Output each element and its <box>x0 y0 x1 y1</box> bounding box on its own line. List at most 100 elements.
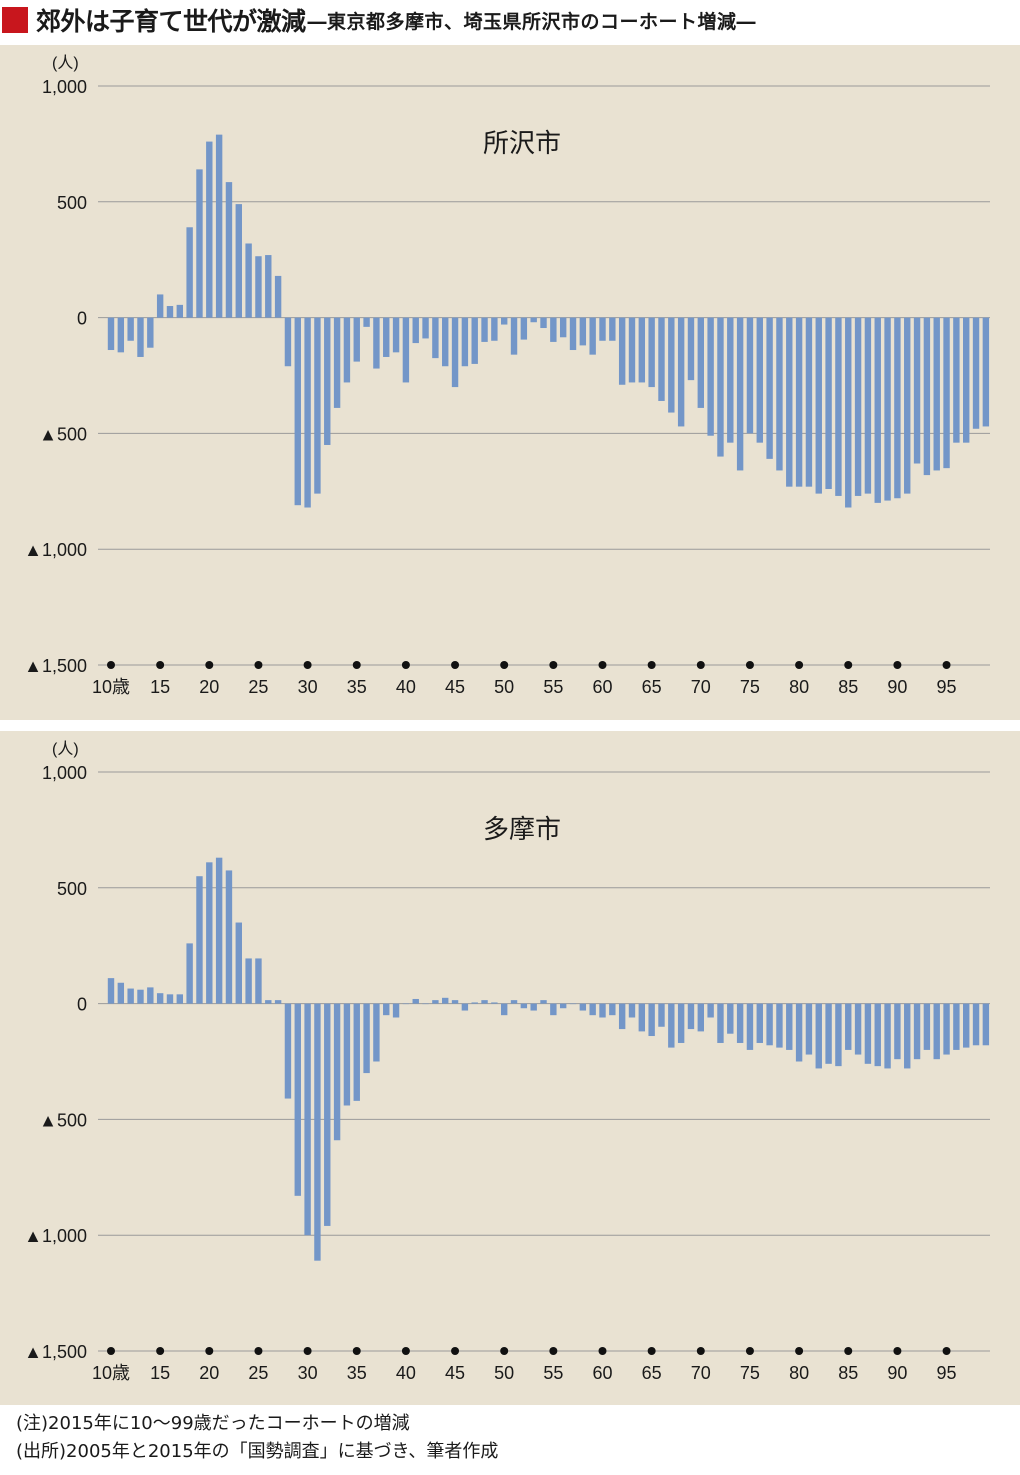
bar <box>166 306 174 318</box>
bar <box>501 1003 508 1016</box>
y-tick-label: ▲500 <box>39 424 87 444</box>
bar <box>559 1003 567 1009</box>
bar <box>825 317 832 489</box>
note-line: (出所)2005年と2015年の「国勢調査」に基づき、筆者作成 <box>16 1441 499 1462</box>
title-bar: 郊外は子育て世代が激減 ―東京都多摩市、埼玉県所沢市のコーホート増減― <box>0 0 1020 40</box>
bar <box>127 317 134 341</box>
x-tick-dot <box>205 661 214 669</box>
x-tick-dot <box>647 1347 656 1355</box>
bar <box>314 317 321 494</box>
bar <box>343 1003 351 1106</box>
bar <box>746 317 754 434</box>
bar <box>284 1003 292 1099</box>
x-tick-label: 75 <box>740 677 760 697</box>
bar <box>147 317 154 348</box>
bar <box>638 317 646 383</box>
bar <box>461 1003 469 1011</box>
bar <box>333 317 341 408</box>
bar <box>314 1003 321 1261</box>
bar <box>648 317 655 388</box>
bar <box>599 317 606 341</box>
bar <box>815 1003 822 1069</box>
bar <box>697 317 704 408</box>
bar <box>274 1000 282 1004</box>
x-tick-label: 70 <box>691 677 711 697</box>
bar <box>206 862 213 1004</box>
x-tick-dot <box>500 661 509 669</box>
bar <box>963 1003 970 1048</box>
x-tick-dot <box>107 661 115 669</box>
bar <box>255 958 262 1004</box>
x-tick-label: 60 <box>592 677 612 697</box>
bar <box>884 317 891 501</box>
bar <box>107 978 115 1004</box>
bar <box>864 1003 872 1064</box>
bar <box>186 227 193 318</box>
bar <box>363 1003 370 1074</box>
bar <box>294 317 301 506</box>
x-tick-dot <box>696 1347 705 1355</box>
x-tick-dot <box>598 1347 607 1355</box>
x-tick-label: 30 <box>298 1363 318 1383</box>
bar <box>638 1003 646 1032</box>
y-tick-label: 0 <box>77 309 87 329</box>
bar <box>383 317 390 357</box>
bar <box>186 943 193 1004</box>
bar <box>648 1003 655 1037</box>
bar <box>235 922 242 1004</box>
bar <box>206 141 213 318</box>
x-tick-label: 20 <box>199 677 219 697</box>
bar <box>550 1003 557 1016</box>
x-tick-label: 85 <box>838 1363 858 1383</box>
bar <box>422 1003 429 1005</box>
bar <box>432 317 439 359</box>
bar <box>766 317 773 459</box>
y-unit-label: (人) <box>52 740 79 758</box>
bar <box>481 317 488 342</box>
chart-subtitle: ―東京都多摩市、埼玉県所沢市のコーホート増減― <box>307 10 757 33</box>
bar <box>756 1003 763 1043</box>
bar <box>225 182 233 318</box>
bar <box>176 304 184 318</box>
x-tick-label: 75 <box>740 1363 760 1383</box>
x-tick-label: 90 <box>887 677 907 697</box>
bar <box>274 275 282 318</box>
bar <box>579 1003 587 1011</box>
y-tick-label: ▲1,000 <box>24 1226 87 1246</box>
bar <box>225 870 233 1004</box>
x-tick-label: 90 <box>887 1363 907 1383</box>
bar <box>628 1003 636 1018</box>
bar <box>235 204 242 318</box>
bar <box>982 1003 990 1046</box>
bar <box>343 317 351 383</box>
bar <box>835 317 842 496</box>
bar <box>451 1000 459 1004</box>
bar <box>609 1003 616 1016</box>
bar <box>805 1003 813 1055</box>
x-tick-label: 10歳 <box>92 677 130 697</box>
x-tick-label: 70 <box>691 1363 711 1383</box>
bar <box>668 1003 675 1048</box>
bar <box>196 169 203 318</box>
bar <box>491 1002 498 1004</box>
y-tick-label: 500 <box>57 193 87 213</box>
bar <box>147 987 154 1004</box>
bar <box>677 317 685 427</box>
bar <box>835 1003 842 1067</box>
bar <box>589 1003 596 1016</box>
x-tick-label: 15 <box>150 677 170 697</box>
x-tick-dot <box>254 661 263 669</box>
bar <box>442 317 449 367</box>
bar <box>776 1003 783 1048</box>
bar <box>510 1000 518 1004</box>
bar <box>953 1003 960 1050</box>
bar <box>265 255 272 318</box>
bar <box>215 857 223 1004</box>
x-tick-dot <box>745 1347 754 1355</box>
bar <box>540 317 547 329</box>
x-tick-label: 30 <box>298 677 318 697</box>
bar <box>569 317 577 351</box>
y-tick-label: 0 <box>77 995 87 1015</box>
bar <box>333 1003 341 1141</box>
chart-panel-tokorozawa: 1,000 500 0 ▲500 ▲1,000 ▲1,500 (人) 所沢市 10歳 15 20 25… <box>0 45 1020 720</box>
